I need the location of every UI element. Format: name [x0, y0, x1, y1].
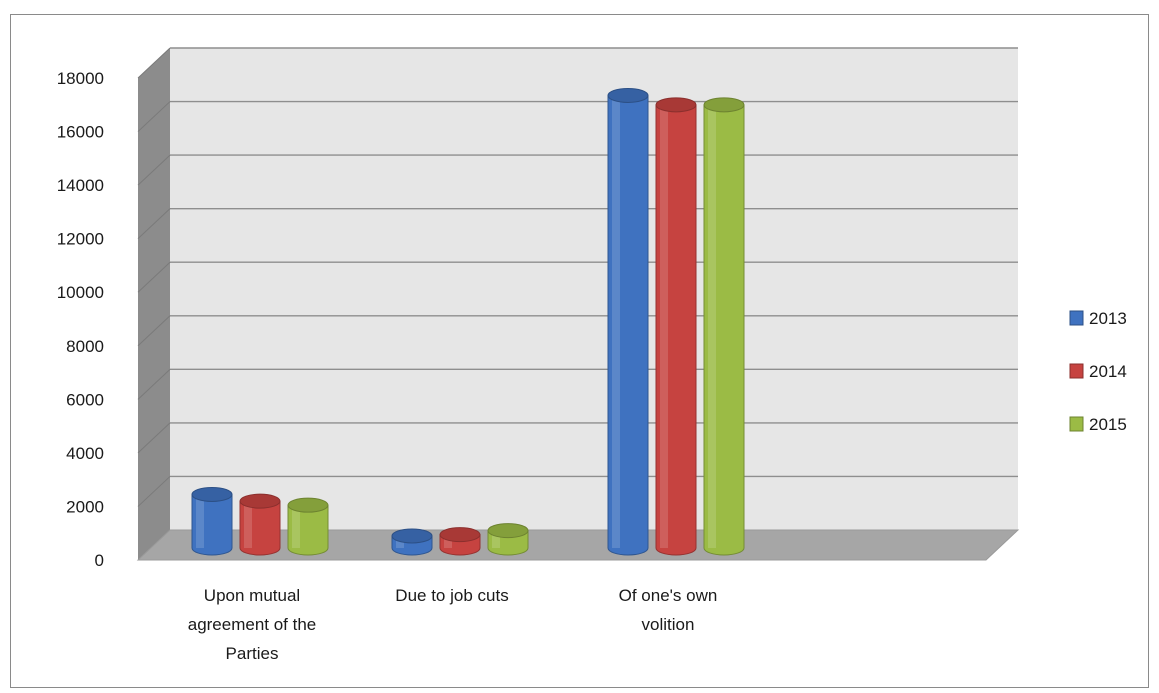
- bar-top: [655, 97, 697, 113]
- bar-highlight: [492, 530, 500, 548]
- bar-body: [607, 94, 649, 556]
- bar-top: [287, 497, 329, 513]
- y-tick-label: 14000: [57, 176, 104, 195]
- gridline-side: [137, 154, 171, 186]
- floor: [138, 530, 1018, 560]
- y-tick-label: 12000: [57, 230, 104, 249]
- bar-2015-0: [287, 497, 329, 556]
- gridline-side: [137, 208, 171, 240]
- category-label: Of one's own: [619, 586, 718, 605]
- bar-2014-1: [439, 527, 481, 556]
- category-label: volition: [642, 615, 695, 634]
- bar-body: [287, 504, 329, 556]
- gridlines: [137, 47, 1018, 507]
- gridline-side: [137, 368, 171, 400]
- bar-highlight: [444, 534, 452, 548]
- back-wall: [170, 48, 1018, 530]
- bar-2013-1: [391, 528, 433, 556]
- gridline-side: [137, 422, 171, 454]
- legend-swatch-2015: [1069, 416, 1084, 432]
- category-label: Upon mutual: [204, 586, 300, 605]
- gridline-side: [137, 47, 171, 79]
- bars: [191, 87, 745, 556]
- gridline-side: [137, 101, 171, 132]
- gridline-side: [137, 476, 171, 507]
- bar-highlight: [612, 95, 620, 548]
- y-tick-label: 2000: [66, 497, 104, 516]
- legend-swatch-2014: [1069, 363, 1084, 379]
- bar-highlight: [660, 104, 668, 549]
- bar-2013-0: [191, 486, 233, 556]
- bar-body: [655, 104, 697, 556]
- legend-label-2013: 2013: [1089, 309, 1127, 328]
- chart-walls: [136, 48, 1020, 561]
- gridline-side: [137, 315, 171, 347]
- bar-body: [239, 500, 281, 556]
- bar-top: [487, 523, 529, 539]
- bar-body: [703, 104, 745, 556]
- y-tick-label: 10000: [57, 283, 104, 302]
- bar-2013-2: [607, 87, 649, 556]
- y-axis-ticks: 0 2000 4000 6000 8000 10000 12000 14000 16000 180…: [57, 69, 104, 570]
- bar-highlight: [244, 501, 252, 548]
- bar-2015-2: [703, 97, 745, 556]
- category-label: agreement of the: [188, 615, 317, 634]
- category-label: Due to job cuts: [395, 586, 508, 605]
- bar-2014-0: [239, 493, 281, 556]
- y-tick-label: 8000: [66, 337, 104, 356]
- side-wall: [138, 48, 170, 560]
- bar-top: [703, 97, 745, 113]
- bar-top: [439, 527, 481, 543]
- y-tick-label: 16000: [57, 123, 104, 142]
- y-tick-label: 6000: [66, 390, 104, 409]
- legend-swatch-2013: [1069, 310, 1084, 326]
- bar-2014-2: [655, 97, 697, 556]
- bar-highlight: [292, 505, 300, 548]
- legend: 2013 2014 2015: [1069, 309, 1127, 434]
- bar-top: [607, 87, 649, 103]
- y-tick-label: 0: [95, 551, 104, 570]
- y-tick-label: 4000: [66, 444, 104, 463]
- x-axis-categories: Upon mutual agreement of the Parties Due to…: [188, 586, 718, 663]
- category-label: Parties: [226, 644, 279, 663]
- bar-highlight: [196, 494, 204, 548]
- bar-top: [239, 493, 281, 509]
- bar-body: [191, 493, 233, 556]
- bar-top: [191, 486, 233, 502]
- gridline-side: [137, 261, 171, 293]
- bar-2015-1: [487, 523, 529, 556]
- bar-top: [391, 528, 433, 544]
- legend-label-2014: 2014: [1089, 362, 1127, 381]
- bar-highlight: [708, 104, 716, 549]
- y-tick-label: 18000: [57, 69, 104, 88]
- legend-label-2015: 2015: [1089, 415, 1127, 434]
